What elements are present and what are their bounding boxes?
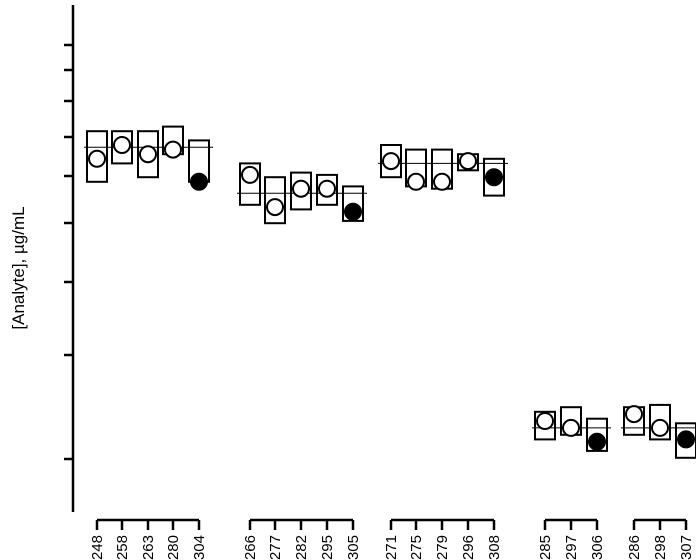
data-groups: 248 258 263 280 304 266 277 282 295 305 271 275 279 2… [84, 125, 696, 560]
sample-box [534, 410, 556, 441]
sample-box [290, 171, 312, 211]
sample-marker-open [433, 172, 451, 191]
sample-marker-filled [190, 172, 208, 191]
sample-group-3: 271 275 279 296 308 [378, 144, 508, 560]
sample-marker-open [88, 149, 106, 168]
x-tick-label: 248 [89, 535, 106, 560]
x-tick-label: 285 [537, 535, 554, 560]
x-tick-label: 282 [293, 535, 310, 560]
sample-marker-open [459, 152, 477, 171]
sample-box [342, 185, 364, 222]
x-tick-label: 296 [460, 535, 477, 560]
sample-marker-open [625, 405, 643, 424]
sample-marker-open [266, 198, 284, 217]
sample-marker-open [113, 136, 131, 154]
y-ticks [64, 43, 74, 461]
x-tick-label: 277 [267, 535, 284, 560]
sample-group-2: 266 277 282 295 305 [237, 162, 367, 560]
sample-marker-open [241, 165, 259, 184]
sample-marker-open [407, 172, 425, 191]
sample-box [239, 162, 261, 206]
x-tick-label: 305 [345, 535, 362, 560]
x-tick-label: 258 [114, 535, 131, 560]
sample-marker-filled [588, 432, 606, 451]
sample-marker-open [292, 179, 310, 198]
x-tick-label: 266 [242, 535, 259, 560]
sample-marker-filled [344, 202, 362, 221]
sample-marker-open [318, 179, 336, 198]
x-tick-label: 280 [165, 535, 182, 560]
x-tick-label: 263 [140, 535, 157, 560]
sample-box [86, 130, 108, 183]
x-tick-label: 286 [626, 535, 643, 560]
x-tick-label: 279 [434, 535, 451, 560]
x-tick-label: 306 [589, 535, 606, 560]
x-tick-label: 298 [652, 535, 669, 560]
x-tick-label: 271 [383, 535, 400, 560]
sample-marker-open [651, 418, 669, 437]
sample-marker-filled [677, 430, 695, 449]
x-tick-label: 297 [563, 535, 580, 560]
sample-marker-open [139, 145, 157, 164]
x-tick-label: 307 [678, 535, 695, 560]
sample-box [137, 130, 159, 179]
x-tick-label: 295 [319, 535, 336, 560]
sample-marker-open [562, 418, 580, 437]
sample-box [380, 144, 402, 179]
x-tick-label: 308 [486, 535, 503, 560]
sample-marker-open [164, 140, 182, 159]
y-axis-label: [Analyte], µg/mL [9, 206, 28, 329]
sample-box [675, 422, 696, 459]
sample-group-5: 286 298 307 [621, 403, 696, 560]
sample-box [111, 130, 133, 165]
sample-box [483, 157, 505, 197]
sample-marker-filled [485, 168, 503, 187]
sample-box [586, 417, 608, 452]
sample-group-4: 285 297 306 [532, 406, 611, 560]
sample-group-1: 248 258 263 280 304 [84, 125, 213, 560]
x-tick-label: 275 [408, 535, 425, 560]
sample-box [264, 176, 286, 225]
sample-box [649, 403, 671, 441]
x-tick-label: 304 [191, 535, 208, 560]
sample-marker-open [536, 412, 554, 430]
sample-marker-open [382, 152, 400, 171]
sample-box [316, 173, 338, 206]
